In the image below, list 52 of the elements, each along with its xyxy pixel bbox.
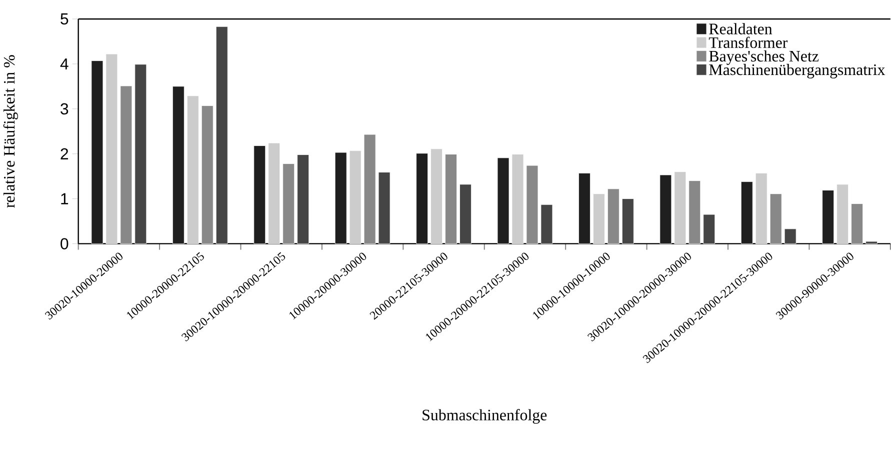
- bar: [740, 181, 753, 244]
- bar: [134, 64, 147, 244]
- bar: [445, 154, 457, 244]
- y-tick-label: 1: [61, 193, 68, 204]
- y-tick-label: 2: [60, 148, 68, 160]
- bar: [91, 60, 104, 244]
- legend-label: Maschinenübergangsmatrix: [709, 64, 886, 78]
- bar: [378, 172, 390, 244]
- bar: [216, 26, 228, 244]
- bar: [526, 165, 538, 244]
- bar: [297, 154, 310, 244]
- bar: [607, 188, 620, 244]
- bar: [497, 157, 510, 244]
- bar: [120, 86, 132, 244]
- bar: [334, 152, 347, 244]
- x-axis-title: Submaschinenfolge: [422, 408, 547, 424]
- bar: [755, 172, 768, 244]
- y-axis-title: relative Häufigkeit in %: [3, 54, 18, 208]
- bar: [254, 145, 266, 244]
- bar: [851, 203, 863, 244]
- bar: [593, 193, 605, 244]
- bar: [770, 193, 782, 244]
- bar: [660, 174, 672, 244]
- y-tick-label: 4: [60, 58, 68, 70]
- bar: [282, 163, 295, 244]
- bar: [866, 241, 878, 244]
- legend-label: Realdaten: [709, 22, 772, 34]
- bar: [688, 180, 701, 244]
- legend-label: Bayes'sches Netz: [709, 50, 819, 65]
- bar: [430, 148, 442, 244]
- y-tick-label: 0: [60, 238, 68, 250]
- bar: [784, 228, 796, 244]
- bar: [416, 152, 428, 244]
- bar: [578, 172, 590, 244]
- legend-label: Transformer: [708, 36, 788, 48]
- bar: [540, 204, 553, 244]
- bar: [622, 198, 634, 244]
- bar: [674, 171, 686, 244]
- bar: [201, 105, 214, 244]
- bar: [106, 54, 118, 244]
- bar: [703, 214, 716, 244]
- bar: [836, 184, 849, 244]
- bar: [172, 86, 184, 244]
- bar: [186, 95, 199, 244]
- bar: [512, 154, 524, 244]
- bar: [364, 134, 376, 244]
- y-tick-label: 5: [60, 13, 68, 24]
- bar: [349, 150, 362, 244]
- y-tick-label: 3: [60, 103, 68, 114]
- bar: [460, 184, 472, 244]
- bar: [268, 142, 280, 244]
- bar: [822, 190, 834, 244]
